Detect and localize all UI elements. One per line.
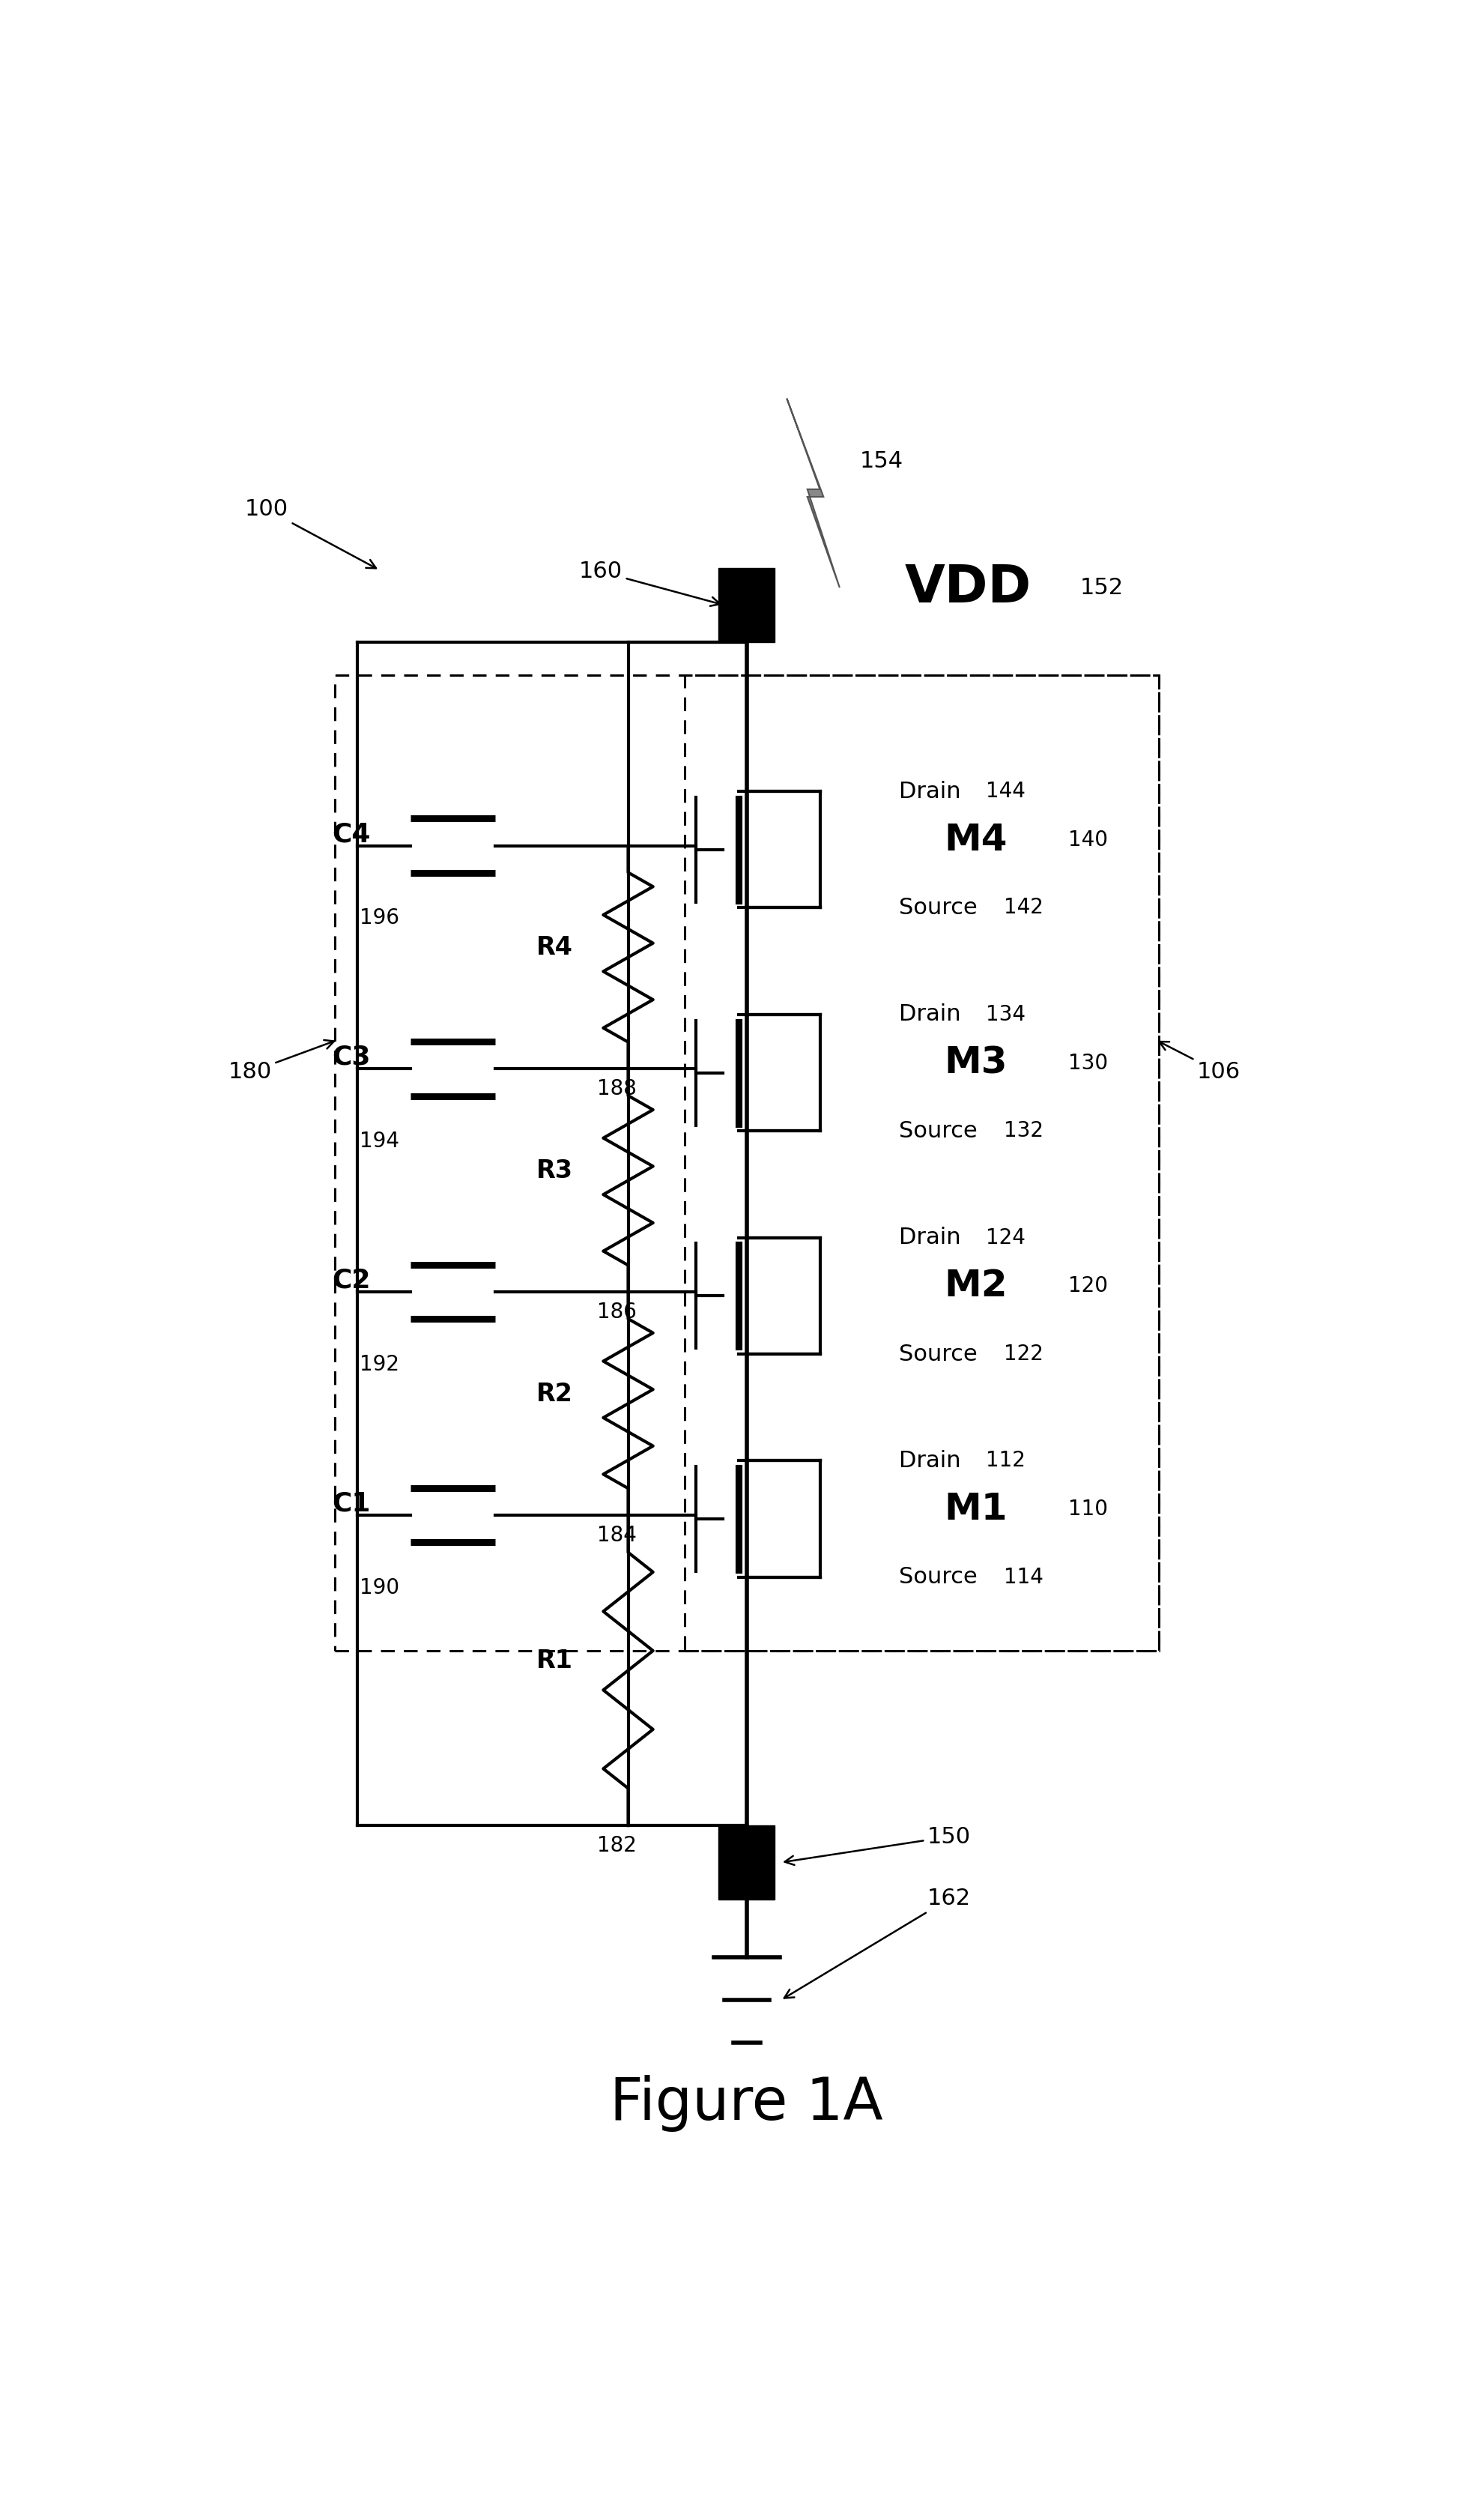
- Text: 182: 182: [597, 1835, 637, 1857]
- Text: M3: M3: [944, 1046, 1008, 1081]
- Text: Source: Source: [899, 1119, 978, 1142]
- Text: 144: 144: [986, 781, 1026, 801]
- Text: R4: R4: [536, 935, 573, 960]
- Text: VDD: VDD: [905, 562, 1032, 612]
- Text: 184: 184: [597, 1525, 637, 1545]
- Text: Drain: Drain: [899, 1227, 962, 1247]
- Text: 112: 112: [986, 1452, 1026, 1472]
- Text: C4: C4: [332, 822, 370, 847]
- Text: 162: 162: [784, 1887, 970, 1998]
- Text: Source: Source: [899, 897, 978, 920]
- Text: 114: 114: [1004, 1567, 1043, 1588]
- Text: 152: 152: [1080, 577, 1123, 600]
- Text: 130: 130: [1068, 1053, 1109, 1074]
- Text: 150: 150: [785, 1827, 970, 1865]
- Text: R3: R3: [536, 1159, 573, 1182]
- Text: 160: 160: [578, 562, 720, 605]
- Text: 120: 120: [1068, 1275, 1109, 1298]
- Text: 106: 106: [1160, 1041, 1240, 1084]
- Text: 188: 188: [597, 1079, 637, 1099]
- Text: 122: 122: [1004, 1343, 1043, 1366]
- Text: Source: Source: [899, 1567, 978, 1588]
- Text: Source: Source: [899, 1343, 978, 1366]
- Text: 154: 154: [860, 451, 903, 471]
- Text: 110: 110: [1068, 1499, 1109, 1520]
- Text: 142: 142: [1004, 897, 1043, 917]
- Text: Drain: Drain: [899, 1003, 962, 1026]
- Text: R2: R2: [536, 1381, 573, 1406]
- Text: M1: M1: [944, 1492, 1008, 1527]
- Bar: [718, 567, 775, 643]
- Text: 140: 140: [1068, 829, 1109, 849]
- Text: 134: 134: [986, 1003, 1026, 1026]
- Text: 180: 180: [229, 1041, 334, 1084]
- Text: C3: C3: [332, 1043, 370, 1071]
- Text: R1: R1: [536, 1648, 573, 1673]
- Text: 190: 190: [360, 1578, 399, 1598]
- Text: C2: C2: [332, 1268, 370, 1293]
- Text: 132: 132: [1004, 1121, 1043, 1142]
- Text: 100: 100: [245, 499, 376, 567]
- Text: Drain: Drain: [899, 781, 962, 801]
- Polygon shape: [787, 398, 839, 587]
- Text: C1: C1: [332, 1492, 370, 1517]
- Text: 192: 192: [360, 1353, 399, 1376]
- Text: Drain: Drain: [899, 1449, 962, 1472]
- Text: Figure 1A: Figure 1A: [610, 2074, 883, 2132]
- Text: 124: 124: [986, 1227, 1026, 1247]
- Text: M2: M2: [944, 1268, 1008, 1305]
- Bar: [718, 1824, 775, 1900]
- Text: 186: 186: [597, 1303, 637, 1323]
- Text: 196: 196: [360, 907, 399, 930]
- Text: 194: 194: [360, 1131, 399, 1152]
- Text: M4: M4: [944, 822, 1008, 857]
